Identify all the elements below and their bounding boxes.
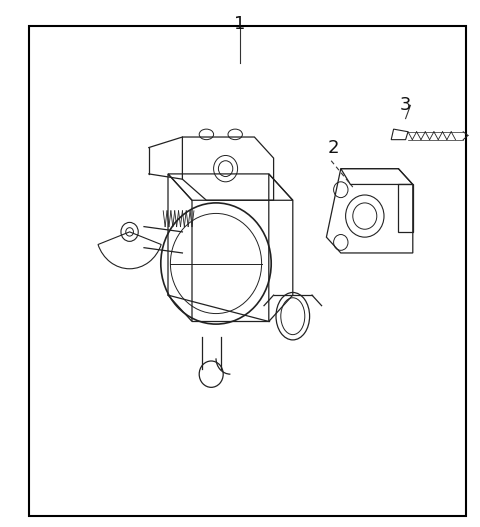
Text: 2: 2 <box>328 139 339 157</box>
Text: 1: 1 <box>234 15 246 33</box>
Text: 3: 3 <box>400 96 411 114</box>
